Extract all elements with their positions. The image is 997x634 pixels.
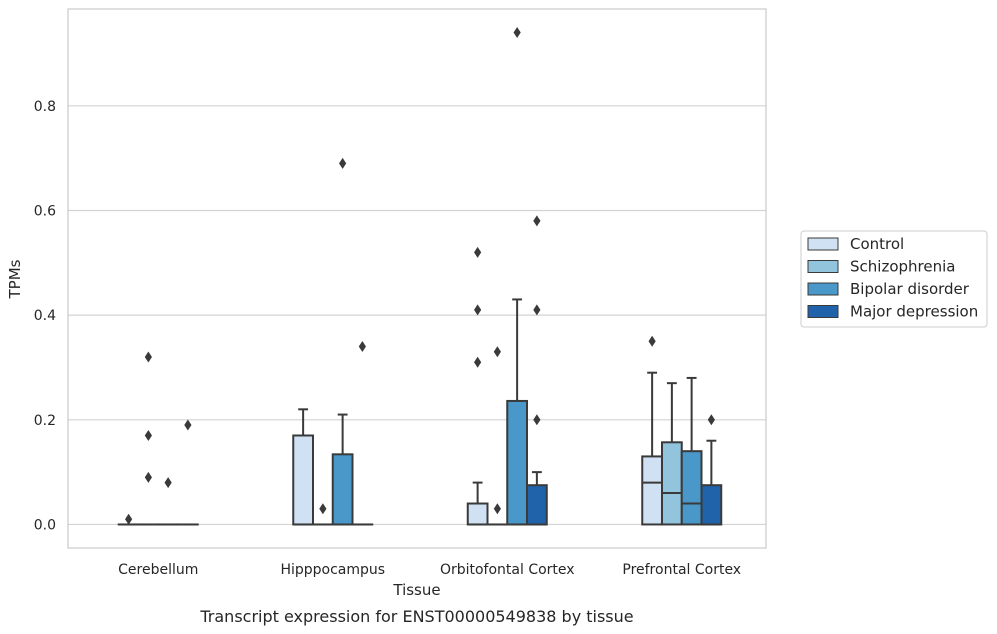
outlier-point [493, 346, 501, 358]
x-tick-label: Hipppocampus [280, 562, 385, 578]
outlier-point [513, 27, 521, 39]
x-tick-label: Cerebellum [118, 562, 198, 578]
y-tick-label: 0.0 [34, 517, 56, 533]
legend: Control Schizophrenia Bipolar disorder Majo… [800, 230, 988, 328]
box-bipolar-disorder [331, 157, 354, 526]
box [526, 484, 548, 526]
x-tick-label: Orbitofontal Cortex [440, 562, 575, 578]
box-groups [117, 27, 723, 526]
box-major-depression [177, 419, 199, 526]
outlier-point [533, 414, 541, 426]
box-bipolar-disorder [680, 376, 703, 526]
box [661, 441, 683, 526]
outlier-point [474, 304, 482, 316]
box [331, 453, 354, 526]
outlier-point [474, 246, 482, 258]
outlier-point [533, 215, 541, 227]
x-axis-title: Tissue [392, 581, 440, 599]
outlier-point [125, 513, 133, 525]
box-bipolar-disorder [157, 477, 179, 526]
outlier-point [493, 503, 501, 515]
legend-label: Major depression [850, 303, 978, 321]
outlier-point [144, 351, 152, 363]
outlier-point [648, 335, 656, 347]
outlier-point [319, 503, 327, 515]
legend-label: Bipolar disorder [850, 280, 970, 298]
box-schizophrenia [137, 351, 160, 526]
box-control [466, 246, 489, 526]
legend-swatch [807, 305, 839, 318]
outlier-point [164, 477, 172, 489]
outlier-point [533, 304, 541, 316]
legend-frame [800, 230, 988, 328]
outlier-point [474, 356, 482, 368]
box [506, 399, 528, 526]
box [680, 450, 703, 526]
box [292, 434, 314, 526]
y-tick-label: 0.2 [34, 413, 56, 429]
box [641, 455, 663, 526]
box-control [117, 513, 140, 526]
box-control [292, 408, 314, 526]
outlier-point [144, 429, 152, 441]
outlier-point [358, 341, 366, 353]
box-schizophrenia [661, 382, 683, 526]
x-tick-labels: Cerebellum Hipppocampus Orbitofontal Corte… [118, 562, 741, 578]
box-schizophrenia [486, 346, 509, 526]
box-bipolar-disorder [506, 27, 528, 526]
x-tick-label: Prefrontal Cortex [622, 562, 741, 578]
outlier-point [339, 157, 347, 169]
y-tick-label: 0.4 [34, 308, 56, 324]
outlier-point [707, 414, 715, 426]
chart-caption: Transcript expression for ENST0000054983… [199, 607, 633, 626]
box-control [641, 335, 663, 526]
y-tick-label: 0.8 [34, 99, 56, 115]
legend-swatch [807, 282, 839, 296]
legend-label: Schizophrenia [850, 258, 955, 276]
plot-frame [67, 8, 767, 549]
box-schizophrenia [312, 503, 334, 526]
legend-swatch [807, 260, 839, 273]
y-tick-labels: 0.0 0.2 0.4 0.6 0.8 [34, 99, 56, 534]
legend-label: Control [850, 235, 904, 253]
legend-swatch [807, 237, 839, 251]
box [700, 484, 723, 526]
y-tick-label: 0.6 [34, 203, 56, 219]
box [466, 502, 489, 526]
box-major-depression [700, 414, 723, 526]
box-major-depression [351, 341, 374, 526]
outlier-point [184, 419, 192, 431]
outlier-point [144, 471, 152, 483]
y-axis-title: TPMs [6, 259, 24, 299]
box-major-depression [526, 215, 548, 526]
